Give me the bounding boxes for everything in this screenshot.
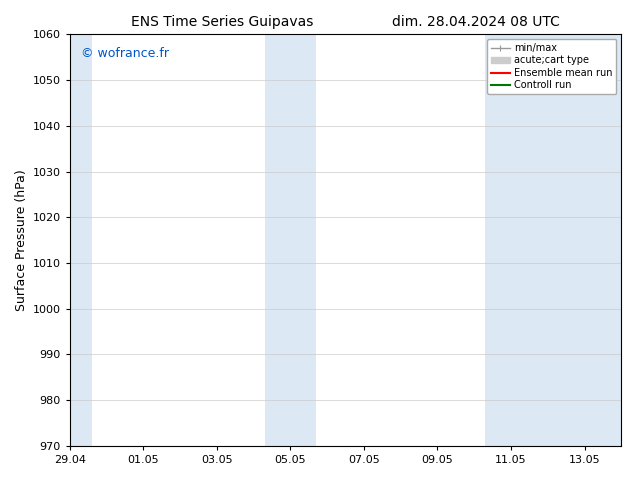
Y-axis label: Surface Pressure (hPa): Surface Pressure (hPa): [15, 169, 29, 311]
Bar: [485, 34, 621, 446]
Text: ENS Time Series Guipavas: ENS Time Series Guipavas: [131, 15, 313, 29]
Bar: [70, 34, 92, 446]
Bar: [264, 34, 316, 446]
Legend: min/max, acute;cart type, Ensemble mean run, Controll run: min/max, acute;cart type, Ensemble mean …: [487, 39, 616, 94]
Text: © wofrance.fr: © wofrance.fr: [81, 47, 169, 60]
Text: dim. 28.04.2024 08 UTC: dim. 28.04.2024 08 UTC: [392, 15, 559, 29]
